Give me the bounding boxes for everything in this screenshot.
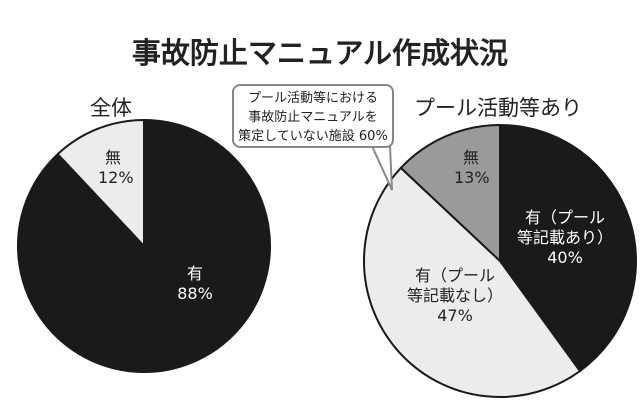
callout-line: 事故防止マニュアルを: [248, 110, 378, 125]
value-label: 12%: [98, 168, 134, 187]
value-label: 13%: [454, 168, 490, 187]
pie-slice: [17, 118, 271, 373]
slice-label-yes: 有 88%: [175, 264, 215, 304]
value-label: 47%: [437, 306, 473, 325]
subtitle-pool: プール活動等あり: [414, 96, 582, 120]
slice-label-none: 無 13%: [454, 148, 490, 188]
label-text: 無: [462, 148, 479, 167]
callout-annotation: プール活動等における 事故防止マニュアルを 策定していない施設 60%: [232, 84, 394, 148]
callout-line: 策定していない施設 60%: [238, 129, 388, 144]
label-text: 等記載あり）: [516, 228, 613, 247]
pie-slice: [399, 123, 501, 264]
label-text: 無: [104, 148, 121, 167]
callout-line: プール活動等における: [247, 91, 378, 106]
pie-slice: [499, 123, 637, 373]
label-text: 有: [186, 264, 203, 283]
label-text: 等記載なし）: [406, 286, 503, 305]
slice-label-none: 無 12%: [98, 148, 134, 188]
pie-slice: [56, 118, 145, 249]
callout-pointer: [370, 145, 393, 191]
slice-label-yes-without-pool: 有（プール 等記載なし） 47%: [400, 266, 510, 326]
value-label: 40%: [547, 248, 583, 267]
chart-title: 事故防止マニュアル作成状況: [131, 36, 509, 70]
label-text: 有（プール: [524, 208, 605, 227]
subtitle-overall: 全体: [90, 96, 132, 120]
value-label: 88%: [177, 284, 213, 303]
pie-overall: [17, 118, 271, 373]
pie-slice: [363, 166, 582, 398]
pie-pool-activity: [363, 123, 637, 398]
label-text: 有（プール: [414, 266, 495, 285]
slice-label-yes-with-pool: 有（プール 等記載あり） 40%: [510, 208, 620, 268]
